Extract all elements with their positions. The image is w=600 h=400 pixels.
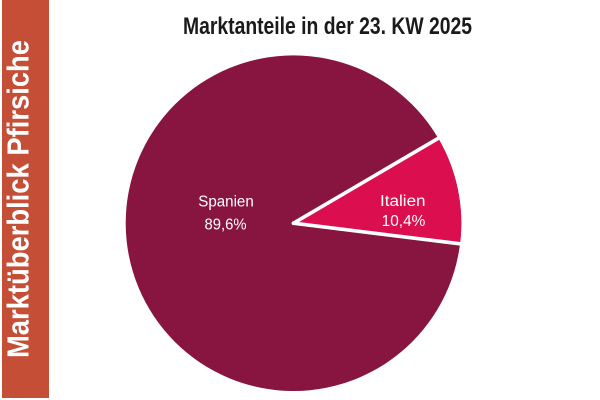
svg-text:10,4%: 10,4% bbox=[382, 213, 426, 230]
svg-text:Marktanteile in der 23. KW 202: Marktanteile in der 23. KW 2025 bbox=[183, 13, 472, 40]
svg-text:Spanien: Spanien bbox=[198, 193, 254, 210]
svg-text:Marktüberblick Pfirsiche: Marktüberblick Pfirsiche bbox=[1, 40, 36, 358]
svg-text:89,6%: 89,6% bbox=[205, 216, 247, 233]
svg-text:Italien: Italien bbox=[380, 193, 426, 210]
